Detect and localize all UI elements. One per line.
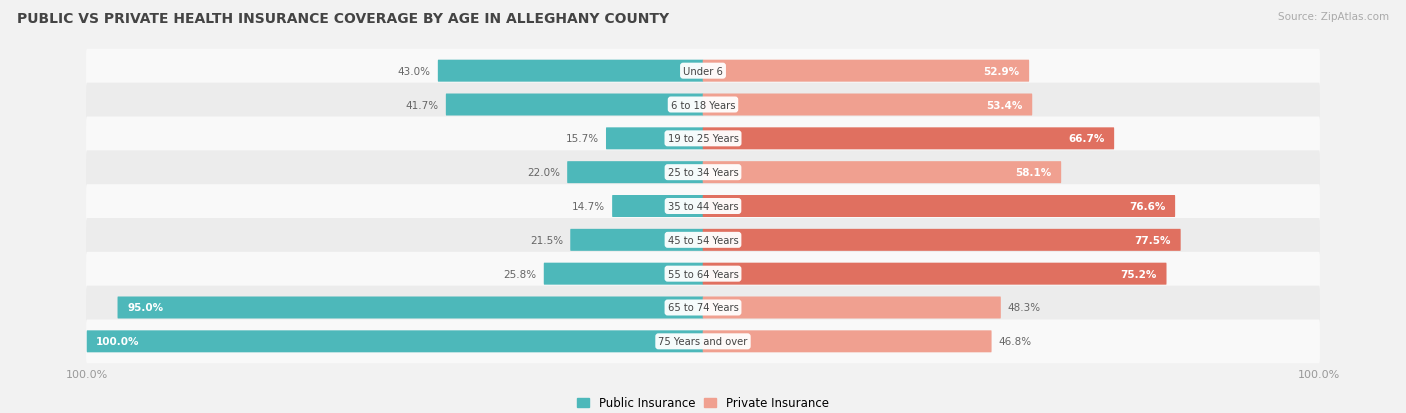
FancyBboxPatch shape (86, 286, 1320, 330)
FancyBboxPatch shape (567, 162, 703, 184)
FancyBboxPatch shape (571, 229, 703, 251)
FancyBboxPatch shape (703, 229, 1181, 251)
FancyBboxPatch shape (703, 263, 1167, 285)
FancyBboxPatch shape (703, 94, 1032, 116)
FancyBboxPatch shape (446, 94, 703, 116)
FancyBboxPatch shape (87, 330, 703, 352)
FancyBboxPatch shape (86, 117, 1320, 161)
FancyBboxPatch shape (86, 151, 1320, 195)
Text: 46.8%: 46.8% (998, 337, 1032, 347)
Text: 95.0%: 95.0% (127, 303, 163, 313)
Text: PUBLIC VS PRIVATE HEALTH INSURANCE COVERAGE BY AGE IN ALLEGHANY COUNTY: PUBLIC VS PRIVATE HEALTH INSURANCE COVER… (17, 12, 669, 26)
Text: 6 to 18 Years: 6 to 18 Years (671, 100, 735, 110)
Text: 53.4%: 53.4% (987, 100, 1022, 110)
Legend: Public Insurance, Private Insurance: Public Insurance, Private Insurance (572, 392, 834, 413)
Text: 55 to 64 Years: 55 to 64 Years (668, 269, 738, 279)
FancyBboxPatch shape (703, 330, 991, 352)
Text: 21.5%: 21.5% (530, 235, 564, 245)
FancyBboxPatch shape (703, 297, 1001, 319)
FancyBboxPatch shape (703, 195, 1175, 218)
Text: 58.1%: 58.1% (1015, 168, 1052, 178)
Text: 100.0%: 100.0% (96, 337, 139, 347)
FancyBboxPatch shape (437, 61, 703, 83)
FancyBboxPatch shape (86, 185, 1320, 228)
Text: 75 Years and over: 75 Years and over (658, 337, 748, 347)
FancyBboxPatch shape (118, 297, 703, 319)
Text: 35 to 44 Years: 35 to 44 Years (668, 202, 738, 211)
Text: 65 to 74 Years: 65 to 74 Years (668, 303, 738, 313)
FancyBboxPatch shape (86, 50, 1320, 93)
FancyBboxPatch shape (612, 195, 703, 218)
Text: 45 to 54 Years: 45 to 54 Years (668, 235, 738, 245)
FancyBboxPatch shape (86, 83, 1320, 127)
Text: 77.5%: 77.5% (1135, 235, 1171, 245)
Text: 76.6%: 76.6% (1129, 202, 1166, 211)
FancyBboxPatch shape (544, 263, 703, 285)
FancyBboxPatch shape (703, 162, 1062, 184)
FancyBboxPatch shape (606, 128, 703, 150)
Text: 52.9%: 52.9% (983, 66, 1019, 76)
Text: 14.7%: 14.7% (572, 202, 605, 211)
FancyBboxPatch shape (703, 128, 1114, 150)
FancyBboxPatch shape (703, 61, 1029, 83)
Text: 25 to 34 Years: 25 to 34 Years (668, 168, 738, 178)
FancyBboxPatch shape (86, 252, 1320, 296)
Text: 22.0%: 22.0% (527, 168, 560, 178)
FancyBboxPatch shape (86, 218, 1320, 262)
FancyBboxPatch shape (86, 320, 1320, 363)
Text: 66.7%: 66.7% (1069, 134, 1105, 144)
Text: 15.7%: 15.7% (565, 134, 599, 144)
Text: Source: ZipAtlas.com: Source: ZipAtlas.com (1278, 12, 1389, 22)
Text: 43.0%: 43.0% (398, 66, 430, 76)
Text: 19 to 25 Years: 19 to 25 Years (668, 134, 738, 144)
Text: 75.2%: 75.2% (1121, 269, 1157, 279)
Text: 25.8%: 25.8% (503, 269, 537, 279)
Text: 48.3%: 48.3% (1008, 303, 1040, 313)
Text: 41.7%: 41.7% (405, 100, 439, 110)
Text: Under 6: Under 6 (683, 66, 723, 76)
